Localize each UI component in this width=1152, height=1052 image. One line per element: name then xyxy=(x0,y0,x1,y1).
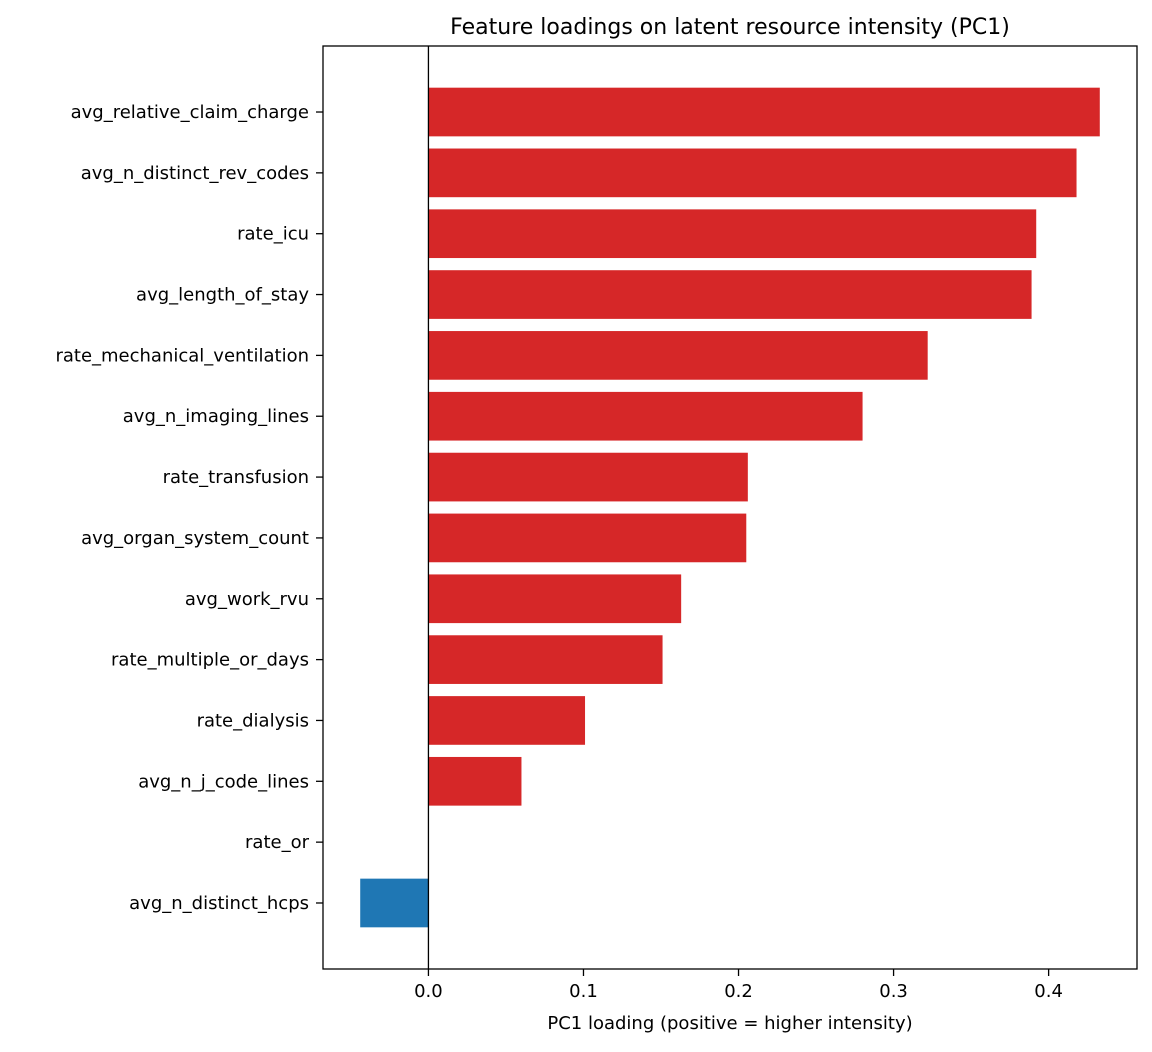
y-tick-label: rate_mechanical_ventilation xyxy=(55,345,309,366)
bar-avg_n_distinct_rev_codes xyxy=(428,148,1077,198)
x-ticks: 0.0 0.1 0.2 0.3 0.4 xyxy=(414,969,1063,1002)
y-tick-label: avg_n_j_code_lines xyxy=(138,771,309,792)
y-tick-label: avg_work_rvu xyxy=(185,589,309,610)
bar-rate_dialysis xyxy=(428,696,586,745)
bar-avg_relative_claim_charge xyxy=(428,87,1100,137)
bar-rate_transfusion xyxy=(428,452,748,502)
x-axis-label: PC1 loading (positive = higher intensity… xyxy=(547,1013,912,1034)
bar-rate_multiple_or_days xyxy=(428,635,663,684)
chart-title: Feature loadings on latent resource inte… xyxy=(450,15,1010,40)
y-tick-label: avg_relative_claim_charge xyxy=(71,102,309,123)
y-tick-label: rate_transfusion xyxy=(163,467,309,488)
y-tick-label: avg_n_imaging_lines xyxy=(123,406,309,427)
x-tick-label: 0.1 xyxy=(569,981,598,1002)
bar-avg_work_rvu xyxy=(428,574,682,624)
x-tick-label: 0.3 xyxy=(879,981,908,1002)
x-tick-label: 0.2 xyxy=(724,981,753,1002)
y-tick-label: rate_icu xyxy=(237,224,309,245)
bars xyxy=(360,87,1100,928)
bar-rate_icu xyxy=(428,209,1037,259)
x-tick-label: 0.0 xyxy=(414,981,443,1002)
y-tick-label: rate_multiple_or_days xyxy=(111,650,309,671)
bar-avg_organ_system_count xyxy=(428,513,747,563)
y-tick-label: avg_organ_system_count xyxy=(81,528,309,549)
bar-avg_length_of_stay xyxy=(428,270,1032,319)
bar-avg_n_imaging_lines xyxy=(428,391,863,441)
y-tick-label: avg_length_of_stay xyxy=(136,285,309,306)
plot-frame xyxy=(322,45,1138,970)
y-tick-labels: avg_relative_claim_charge avg_n_distinct_… xyxy=(55,102,323,914)
bar-avg_n_distinct_hcps xyxy=(360,878,429,928)
x-tick-label: 0.4 xyxy=(1034,981,1063,1002)
y-tick-label: avg_n_distinct_rev_codes xyxy=(81,163,309,184)
bar-rate_mechanical_ventilation xyxy=(428,331,928,380)
bar-avg_n_j_code_lines xyxy=(428,756,522,806)
y-tick-label: avg_n_distinct_hcps xyxy=(129,893,309,914)
y-tick-label: rate_dialysis xyxy=(197,710,309,731)
y-tick-label: rate_or xyxy=(245,832,310,853)
